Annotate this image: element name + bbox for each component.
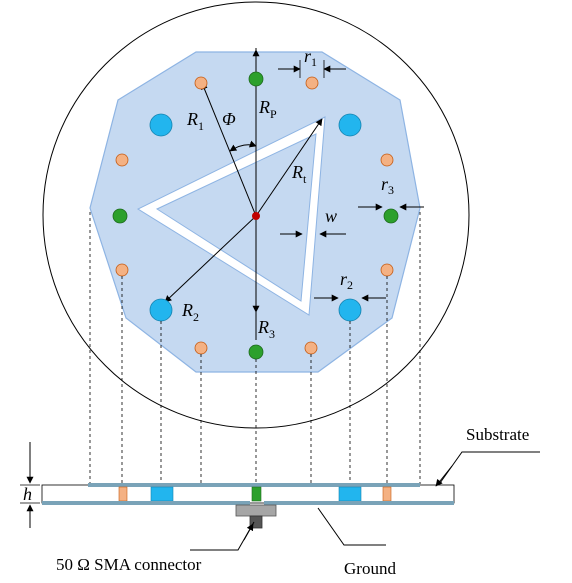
via-orange	[115, 153, 129, 167]
r2-arrow	[164, 215, 257, 303]
xs-via-orange	[382, 486, 392, 502]
via-green	[248, 344, 264, 360]
xs-via-orange	[118, 486, 128, 502]
via-orange	[115, 263, 129, 277]
via-blue	[149, 113, 173, 137]
green-vias	[112, 71, 399, 360]
substrate-leader	[439, 451, 540, 484]
via-blue	[149, 298, 173, 322]
phi-arc	[229, 140, 257, 152]
xs-via-blue	[150, 486, 174, 502]
label-r3: r3	[381, 174, 394, 197]
via-blue	[338, 113, 362, 137]
label-r2: r2	[340, 269, 353, 292]
projection-lines	[89, 212, 421, 484]
via-blue	[338, 298, 362, 322]
feed-point	[252, 212, 260, 220]
label-phi: Φ	[222, 109, 236, 129]
label-h: h	[23, 484, 32, 504]
label-w: w	[325, 206, 337, 226]
label-R1: R1	[186, 109, 204, 133]
via-orange	[380, 153, 394, 167]
via-orange	[305, 76, 319, 90]
via-green	[248, 71, 264, 87]
via-green	[112, 208, 128, 224]
substrate-body	[41, 484, 455, 504]
triangle-patch-inner	[155, 133, 317, 302]
sma-connector	[235, 504, 277, 517]
label-connector: 50 Ω SMA connector	[56, 555, 202, 574]
substrate-leader-arrow	[435, 465, 453, 487]
r1-arrow	[201, 82, 257, 217]
connector-leader	[190, 521, 255, 551]
xs-via-blue	[338, 486, 362, 502]
via-green	[383, 208, 399, 224]
ground-leader	[317, 507, 386, 546]
blue-vias	[149, 113, 362, 322]
label-r1: r1	[304, 46, 317, 69]
orange-vias	[115, 76, 394, 355]
xs-via-green	[251, 486, 262, 502]
label-RP: RP	[258, 97, 277, 121]
label-ground: Ground	[344, 559, 396, 578]
label-substrate: Substrate	[466, 425, 529, 444]
via-orange	[304, 341, 318, 355]
via-orange	[380, 263, 394, 277]
label-Rt: Rt	[291, 162, 307, 186]
label-R2: R2	[181, 300, 199, 324]
via-orange	[194, 341, 208, 355]
via-orange	[194, 76, 208, 90]
rt-arrow	[255, 118, 323, 217]
connector-leader-arrow	[243, 523, 254, 541]
label-R3: R3	[257, 317, 275, 341]
